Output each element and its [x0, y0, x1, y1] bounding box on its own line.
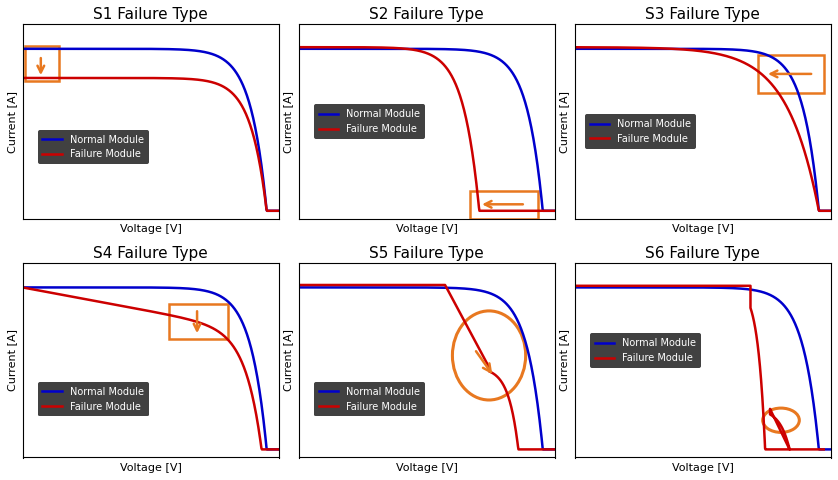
Title: S3 Failure Type: S3 Failure Type	[645, 7, 760, 22]
Title: S5 Failure Type: S5 Failure Type	[370, 246, 484, 261]
Legend: Normal Module, Failure Module: Normal Module, Failure Module	[585, 114, 696, 149]
Legend: Normal Module, Failure Module: Normal Module, Failure Module	[313, 105, 425, 139]
Legend: Normal Module, Failure Module: Normal Module, Failure Module	[590, 333, 701, 368]
Legend: Normal Module, Failure Module: Normal Module, Failure Module	[38, 130, 148, 164]
X-axis label: Voltage [V]: Voltage [V]	[396, 463, 458, 473]
Y-axis label: Current [A]: Current [A]	[7, 329, 17, 391]
Y-axis label: Current [A]: Current [A]	[283, 329, 293, 391]
X-axis label: Voltage [V]: Voltage [V]	[672, 225, 734, 234]
Legend: Normal Module, Failure Module: Normal Module, Failure Module	[38, 382, 148, 417]
X-axis label: Voltage [V]: Voltage [V]	[396, 225, 458, 234]
Title: S4 Failure Type: S4 Failure Type	[93, 246, 208, 261]
Legend: Normal Module, Failure Module: Normal Module, Failure Module	[313, 382, 425, 417]
Bar	[758, 55, 824, 93]
Y-axis label: Current [A]: Current [A]	[559, 329, 569, 391]
X-axis label: Voltage [V]: Voltage [V]	[120, 225, 182, 234]
Y-axis label: Current [A]: Current [A]	[283, 91, 293, 153]
Title: S2 Failure Type: S2 Failure Type	[370, 7, 484, 22]
Title: S1 Failure Type: S1 Failure Type	[93, 7, 208, 22]
Title: S6 Failure Type: S6 Failure Type	[645, 246, 760, 261]
X-axis label: Voltage [V]: Voltage [V]	[672, 463, 734, 473]
Bar	[25, 46, 59, 81]
Y-axis label: Current [A]: Current [A]	[7, 91, 17, 153]
X-axis label: Voltage [V]: Voltage [V]	[120, 463, 182, 473]
Bar	[169, 304, 228, 339]
Y-axis label: Current [A]: Current [A]	[559, 91, 569, 153]
Bar	[469, 191, 538, 218]
